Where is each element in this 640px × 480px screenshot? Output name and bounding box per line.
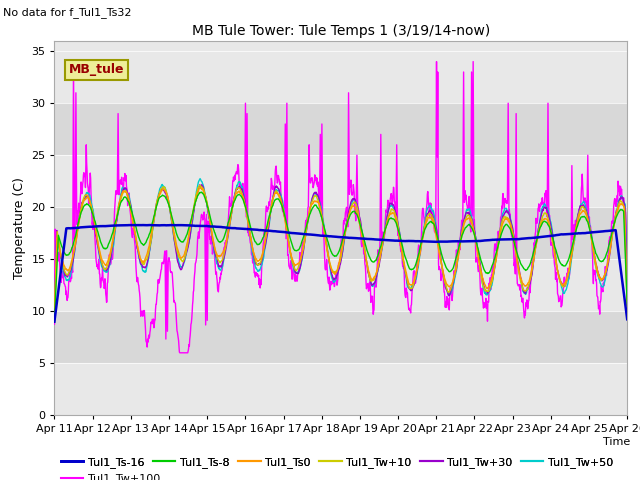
Bar	[54, 363, 627, 415]
Bar	[54, 51, 627, 103]
Legend: Tul1_Ts-16, Tul1_Ts-8, Tul1_Ts0, Tul1_Tw+10, Tul1_Tw+30, Tul1_Tw+50: Tul1_Ts-16, Tul1_Ts-8, Tul1_Ts0, Tul1_Tw…	[57, 452, 618, 472]
Text: Time: Time	[603, 437, 630, 447]
Bar	[54, 207, 627, 259]
Bar	[54, 311, 627, 363]
Bar	[54, 103, 627, 155]
Legend: Tul1_Tw+100: Tul1_Tw+100	[57, 469, 164, 480]
Y-axis label: Temperature (C): Temperature (C)	[13, 177, 26, 279]
Bar	[54, 259, 627, 311]
Text: No data for f_Tul1_Ts32: No data for f_Tul1_Ts32	[3, 7, 132, 18]
Title: MB Tule Tower: Tule Temps 1 (3/19/14-now): MB Tule Tower: Tule Temps 1 (3/19/14-now…	[191, 24, 490, 38]
Bar	[54, 155, 627, 207]
Text: MB_tule: MB_tule	[68, 63, 124, 76]
